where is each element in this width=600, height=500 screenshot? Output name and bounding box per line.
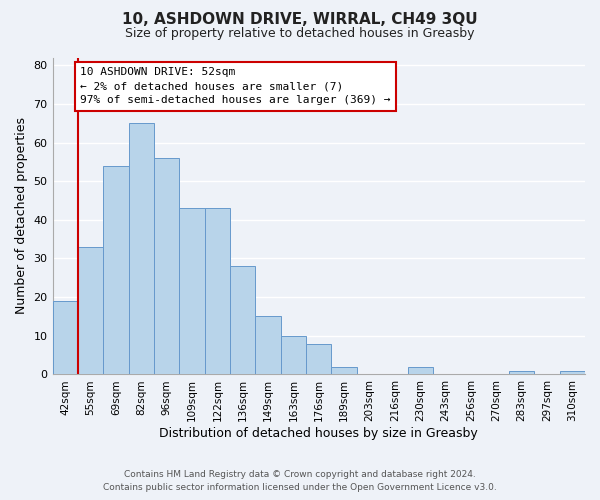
Text: Contains HM Land Registry data © Crown copyright and database right 2024.
Contai: Contains HM Land Registry data © Crown c… [103,470,497,492]
Bar [306,344,331,374]
Bar [230,266,256,374]
X-axis label: Distribution of detached houses by size in Greasby: Distribution of detached houses by size … [160,427,478,440]
Bar [78,247,103,374]
Text: 10 ASHDOWN DRIVE: 52sqm
← 2% of detached houses are smaller (7)
97% of semi-deta: 10 ASHDOWN DRIVE: 52sqm ← 2% of detached… [80,67,391,105]
Bar [103,166,128,374]
Bar [560,370,585,374]
Bar [256,316,281,374]
Y-axis label: Number of detached properties: Number of detached properties [15,118,28,314]
Text: Size of property relative to detached houses in Greasby: Size of property relative to detached ho… [125,28,475,40]
Bar [53,301,78,374]
Bar [331,366,357,374]
Bar [128,123,154,374]
Bar [281,336,306,374]
Bar [179,208,205,374]
Bar [154,158,179,374]
Bar [205,208,230,374]
Bar [407,366,433,374]
Text: 10, ASHDOWN DRIVE, WIRRAL, CH49 3QU: 10, ASHDOWN DRIVE, WIRRAL, CH49 3QU [122,12,478,28]
Bar [509,370,534,374]
